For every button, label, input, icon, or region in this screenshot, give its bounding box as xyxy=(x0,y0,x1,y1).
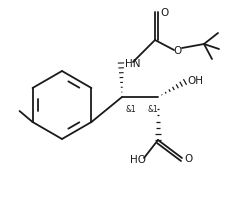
Text: OH: OH xyxy=(187,76,203,86)
Text: &1: &1 xyxy=(125,105,136,114)
Text: &1: &1 xyxy=(148,105,159,114)
Text: O: O xyxy=(160,8,168,18)
Text: O: O xyxy=(184,154,192,164)
Text: O: O xyxy=(174,46,182,56)
Text: HO: HO xyxy=(130,155,146,165)
Text: HN: HN xyxy=(125,59,140,69)
